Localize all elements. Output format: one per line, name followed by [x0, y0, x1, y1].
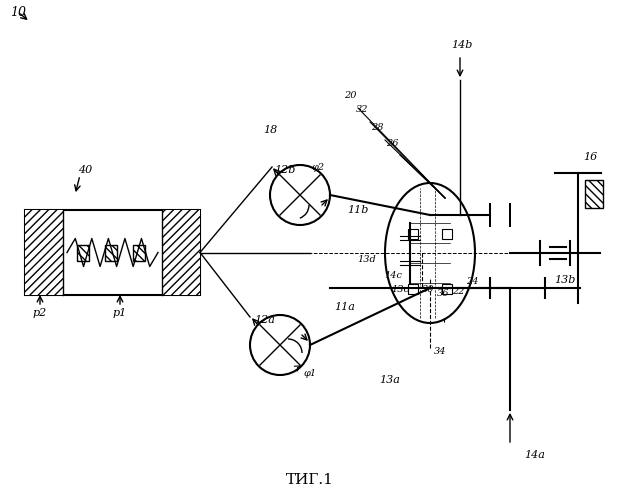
Bar: [408, 284, 418, 294]
Bar: [585, 180, 603, 208]
Text: ΤИГ.1: ΤИГ.1: [286, 473, 334, 487]
Bar: [105, 244, 117, 260]
Bar: [408, 229, 418, 239]
Bar: [133, 244, 145, 260]
Text: φ2: φ2: [312, 162, 325, 172]
Bar: [489, 203, 491, 227]
Text: 28: 28: [371, 124, 383, 132]
Circle shape: [270, 165, 330, 225]
Text: 24: 24: [466, 278, 478, 286]
Text: p1: p1: [113, 308, 127, 318]
Text: 13d: 13d: [358, 256, 376, 264]
Bar: [442, 284, 452, 294]
Bar: [25, 210, 63, 295]
Circle shape: [250, 315, 310, 375]
Text: 26: 26: [386, 138, 398, 147]
Bar: [162, 210, 200, 295]
Text: 16: 16: [583, 152, 597, 162]
Text: 12b: 12b: [274, 165, 296, 175]
Bar: [77, 244, 89, 260]
Text: 13c: 13c: [391, 286, 409, 294]
Bar: [25, 210, 200, 295]
Text: 40: 40: [78, 165, 92, 175]
Text: 34: 34: [433, 348, 446, 356]
Text: 18: 18: [263, 125, 277, 135]
Bar: [105, 244, 117, 260]
Text: 20: 20: [344, 92, 356, 100]
Text: 11b: 11b: [347, 205, 369, 215]
Text: 22: 22: [451, 288, 465, 296]
Text: 13b: 13b: [555, 275, 576, 285]
Bar: [133, 244, 145, 260]
Text: p2: p2: [33, 308, 47, 318]
Bar: [585, 180, 603, 208]
Text: 13a: 13a: [379, 375, 401, 385]
Text: 14a: 14a: [525, 450, 545, 460]
Bar: [77, 244, 89, 260]
Text: 32: 32: [356, 106, 368, 114]
Bar: [509, 203, 511, 227]
Text: 30: 30: [422, 286, 434, 294]
Text: 12a: 12a: [255, 315, 276, 325]
Text: 14c: 14c: [384, 270, 402, 280]
Text: 10: 10: [10, 6, 26, 18]
Text: 14b: 14b: [451, 40, 473, 50]
Bar: [442, 229, 452, 239]
Ellipse shape: [385, 183, 475, 323]
Text: 11a: 11a: [335, 302, 355, 312]
Text: 36: 36: [437, 288, 449, 298]
Text: φ1: φ1: [304, 368, 317, 378]
